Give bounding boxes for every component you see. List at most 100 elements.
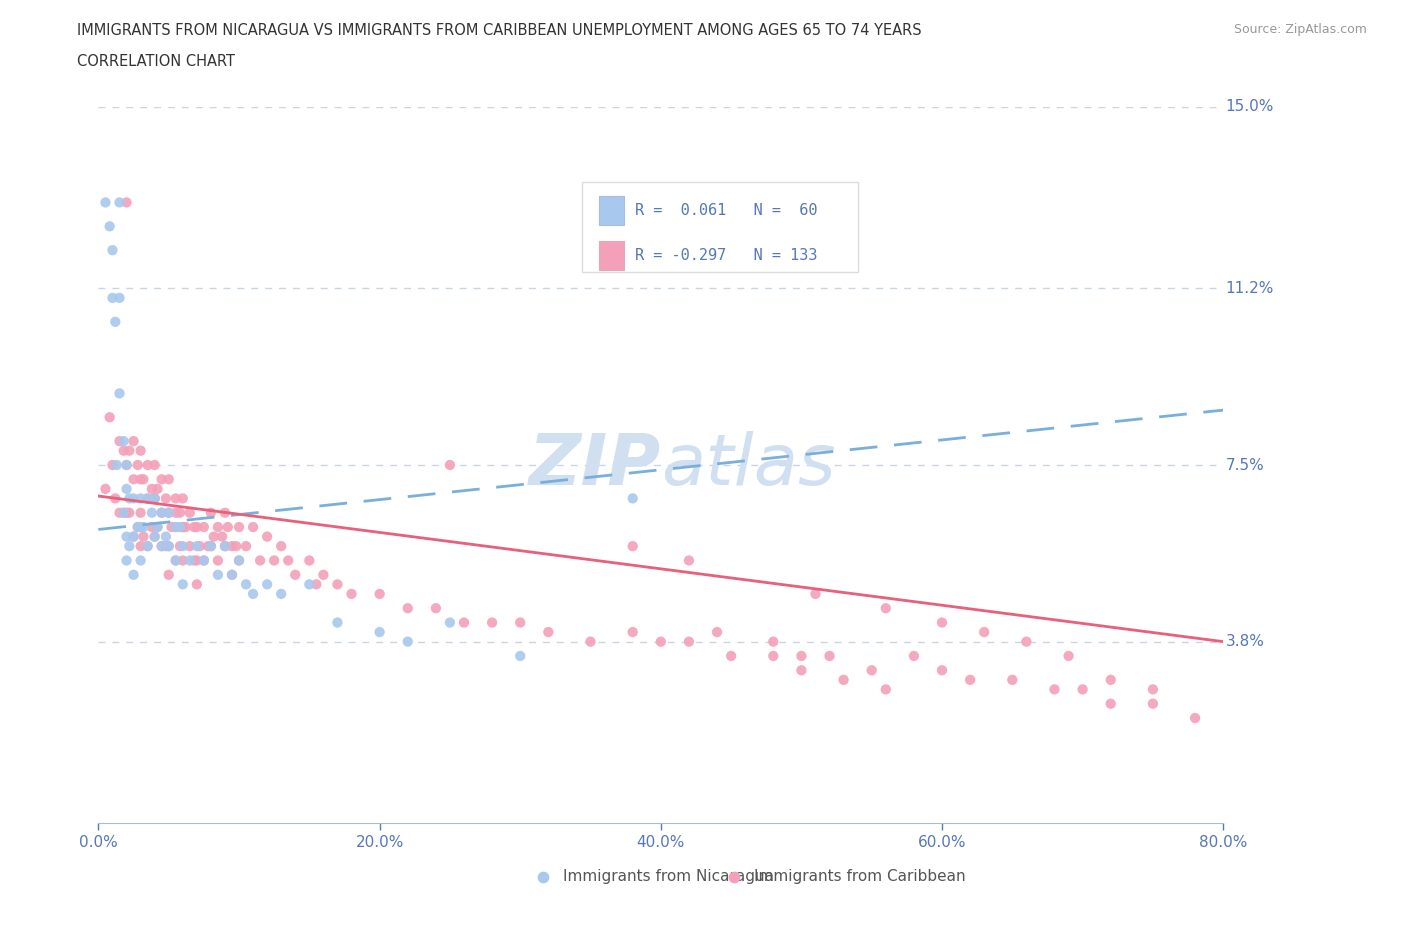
Point	[312, 567, 335, 582]
Point	[277, 553, 299, 568]
Point	[207, 520, 229, 535]
Point	[169, 505, 191, 520]
Point	[150, 505, 173, 520]
Text: Immigrants from Nicaragua: Immigrants from Nicaragua	[562, 870, 773, 884]
Point	[141, 482, 163, 497]
Point	[122, 472, 145, 486]
Point	[200, 538, 222, 553]
Point	[146, 520, 169, 535]
Point	[165, 553, 187, 568]
Point	[157, 567, 180, 582]
Point	[217, 520, 239, 535]
Point	[155, 538, 177, 553]
Point	[155, 491, 177, 506]
Point	[214, 505, 236, 520]
Point	[122, 529, 145, 544]
Point	[1099, 697, 1122, 711]
Point	[179, 505, 201, 520]
Point	[1043, 682, 1066, 697]
Point	[298, 553, 321, 568]
Point	[129, 553, 152, 568]
Point	[188, 538, 211, 553]
Point	[228, 520, 250, 535]
Point	[790, 663, 813, 678]
Point	[143, 529, 166, 544]
Point	[860, 663, 883, 678]
Point	[115, 553, 138, 568]
Point	[179, 553, 201, 568]
Text: IMMIGRANTS FROM NICARAGUA VS IMMIGRANTS FROM CARIBBEAN UNEMPLOYMENT AMONG AGES 6: IMMIGRANTS FROM NICARAGUA VS IMMIGRANTS …	[77, 23, 922, 38]
Point	[453, 615, 475, 630]
Point	[150, 505, 173, 520]
Point	[172, 491, 194, 506]
Point	[115, 458, 138, 472]
Point	[903, 648, 925, 663]
Text: Immigrants from Caribbean: Immigrants from Caribbean	[754, 870, 966, 884]
Point	[193, 520, 215, 535]
Point	[678, 553, 700, 568]
Point	[186, 538, 208, 553]
Point	[141, 520, 163, 535]
Point	[621, 491, 644, 506]
Point	[439, 458, 461, 472]
Point	[169, 520, 191, 535]
Point	[132, 520, 155, 535]
Point	[174, 520, 197, 535]
Point	[202, 529, 225, 544]
Point	[157, 505, 180, 520]
Text: Source: ZipAtlas.com: Source: ZipAtlas.com	[1233, 23, 1367, 36]
Point	[200, 538, 222, 553]
Point	[1015, 634, 1038, 649]
Point	[129, 444, 152, 458]
Point	[326, 615, 349, 630]
Point	[256, 577, 278, 591]
Point	[143, 491, 166, 506]
Point	[112, 505, 135, 520]
Point	[136, 458, 159, 472]
Point	[284, 567, 307, 582]
Point	[221, 538, 243, 553]
Point	[143, 491, 166, 506]
Point	[1071, 682, 1094, 697]
Point	[875, 682, 897, 697]
Point	[931, 615, 953, 630]
Point	[326, 577, 349, 591]
Point	[108, 195, 131, 210]
Point	[256, 529, 278, 544]
Point	[263, 553, 285, 568]
Point	[762, 634, 785, 649]
Point	[193, 553, 215, 568]
Point	[141, 505, 163, 520]
Point	[396, 601, 419, 616]
Point	[186, 553, 208, 568]
Point	[1099, 672, 1122, 687]
Point	[143, 458, 166, 472]
Point	[197, 538, 219, 553]
Point	[235, 538, 257, 553]
Point	[104, 491, 127, 506]
Point	[172, 553, 194, 568]
Point	[305, 577, 328, 591]
Text: atlas: atlas	[661, 431, 835, 499]
Point	[235, 577, 257, 591]
Point	[720, 648, 742, 663]
Point	[228, 553, 250, 568]
Point	[127, 458, 149, 472]
Point	[136, 538, 159, 553]
Point	[183, 553, 205, 568]
Point	[186, 577, 208, 591]
Point	[221, 567, 243, 582]
Point	[136, 491, 159, 506]
Point	[1142, 697, 1164, 711]
Point	[108, 290, 131, 305]
Point	[115, 529, 138, 544]
Point	[172, 577, 194, 591]
Point	[127, 520, 149, 535]
Point	[509, 648, 531, 663]
Point	[112, 505, 135, 520]
Point	[790, 648, 813, 663]
Point	[804, 587, 827, 602]
Bar	[599, 196, 624, 225]
Point	[931, 663, 953, 678]
Point	[207, 553, 229, 568]
